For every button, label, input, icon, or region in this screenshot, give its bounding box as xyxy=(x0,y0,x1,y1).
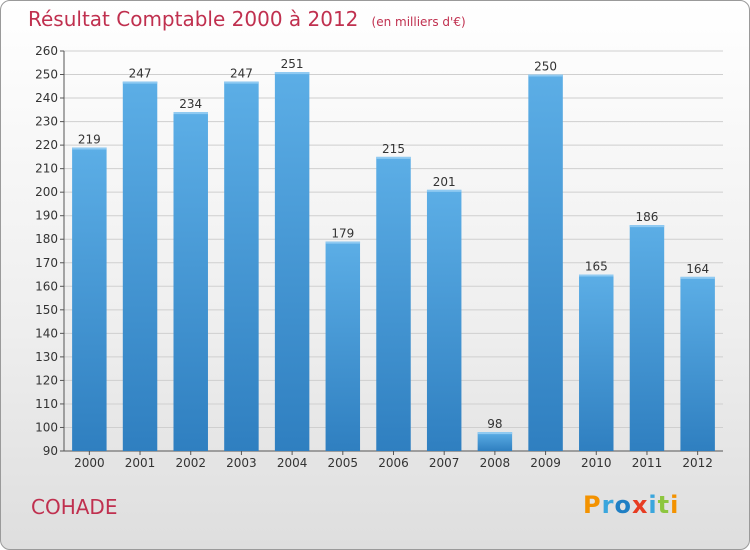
x-tick-label: 2006 xyxy=(378,456,409,470)
y-tick-label: 180 xyxy=(35,232,58,246)
data-label: 179 xyxy=(331,227,354,241)
data-label: 247 xyxy=(129,67,152,81)
logo-letter: r xyxy=(601,491,615,519)
chart-subtitle: (en milliers d'€) xyxy=(371,15,466,29)
bar xyxy=(426,189,462,451)
x-tick-label: 2000 xyxy=(74,456,105,470)
y-tick-label: 100 xyxy=(35,420,58,434)
bar xyxy=(72,147,107,451)
x-tick-label: 2004 xyxy=(277,456,308,470)
x-tick-label: 2009 xyxy=(530,456,561,470)
y-tick-label: 260 xyxy=(35,44,58,58)
data-label: 251 xyxy=(281,57,304,71)
bar xyxy=(528,74,563,451)
data-label: 165 xyxy=(585,260,608,274)
labels: 90 100 110 120 130 140 150 160 170 180 190 200 210 22… xyxy=(35,44,713,470)
bar xyxy=(122,81,158,452)
x-tick-label: 2012 xyxy=(682,456,713,470)
bar xyxy=(579,274,614,451)
y-tick-label: 140 xyxy=(35,326,58,340)
bar xyxy=(376,156,411,451)
y-tick-label: 130 xyxy=(35,350,58,364)
y-tick-label: 190 xyxy=(35,209,58,223)
x-tick-label: 2008 xyxy=(480,456,511,470)
x-tick-label: 2005 xyxy=(328,456,359,470)
bar xyxy=(224,81,259,452)
bar xyxy=(173,112,208,452)
data-label: 186 xyxy=(636,210,659,224)
logo-letter: o xyxy=(614,491,632,519)
data-label: 247 xyxy=(230,67,253,81)
y-tick-label: 230 xyxy=(35,115,58,129)
y-tick-label: 240 xyxy=(35,91,58,105)
bar xyxy=(629,225,665,451)
x-tick-label: 2007 xyxy=(429,456,460,470)
bar xyxy=(477,432,513,451)
data-label: 219 xyxy=(78,132,101,146)
data-label: 250 xyxy=(534,60,557,74)
bar xyxy=(680,276,715,451)
location-label: COHADE xyxy=(31,495,118,519)
bar xyxy=(325,241,361,451)
bar xyxy=(274,72,310,452)
y-tick-label: 250 xyxy=(35,68,58,82)
x-tick-label: 2003 xyxy=(226,456,257,470)
x-tick-label: 2011 xyxy=(632,456,663,470)
bars xyxy=(72,72,715,452)
logo-letter: t xyxy=(657,491,671,519)
proxiti-logo: Proxiti xyxy=(583,491,679,519)
y-tick-label: 200 xyxy=(35,185,58,199)
y-tick-label: 210 xyxy=(35,162,58,176)
y-tick-label: 110 xyxy=(35,397,58,411)
y-tick-label: 120 xyxy=(35,373,58,387)
data-label: 98 xyxy=(487,417,502,431)
y-tick-label: 220 xyxy=(35,138,58,152)
logo-letter: P xyxy=(583,491,602,519)
data-label: 201 xyxy=(433,175,456,189)
y-tick-label: 90 xyxy=(43,444,58,458)
chart-title: Résultat Comptable 2000 à 2012 xyxy=(28,7,359,31)
logo-letter: x xyxy=(631,491,649,519)
y-tick-label: 160 xyxy=(35,279,58,293)
data-label: 215 xyxy=(382,142,405,156)
x-tick-label: 2001 xyxy=(125,456,156,470)
y-tick-label: 170 xyxy=(35,256,58,270)
y-tick-label: 150 xyxy=(35,303,58,317)
logo-letter: i xyxy=(648,491,658,519)
data-label: 234 xyxy=(179,97,202,111)
x-tick-label: 2002 xyxy=(175,456,206,470)
x-tick-label: 2010 xyxy=(581,456,612,470)
data-label: 164 xyxy=(686,262,709,276)
logo-letter: i xyxy=(670,491,680,519)
chart-header: Résultat Comptable 2000 à 2012 (en milli… xyxy=(28,7,466,31)
